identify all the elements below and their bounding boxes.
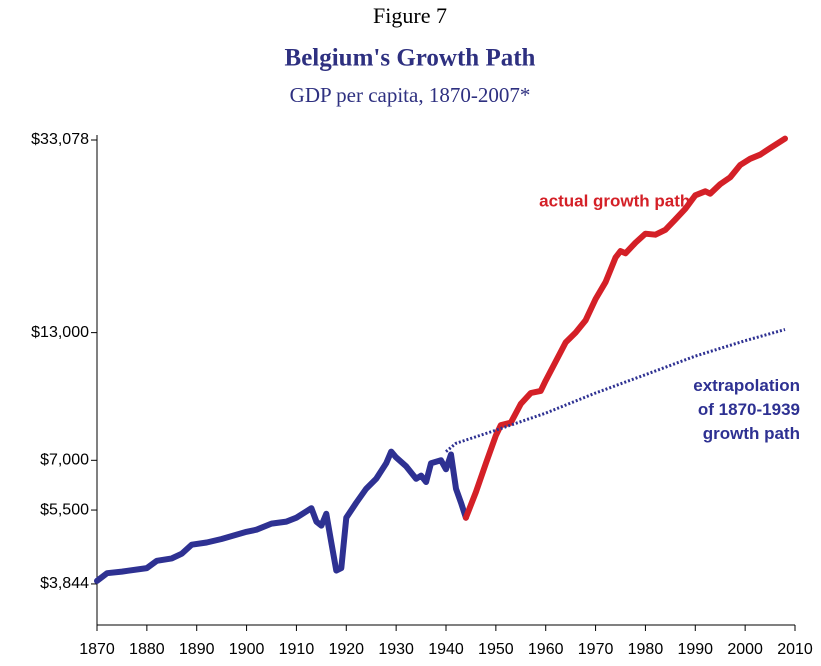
line [94, 448, 469, 584]
x-tick-label: 1880 [129, 641, 165, 658]
annotation: actual growth path [539, 191, 690, 210]
y-tick-label: $7,000 [40, 452, 89, 469]
x-tick-label: 1980 [628, 641, 664, 658]
y-tick-label: $33,078 [31, 131, 89, 148]
extrapolation-line [445, 328, 786, 453]
annotation: extrapolation [693, 376, 800, 395]
x-tick-label: 1930 [378, 641, 414, 658]
y-tick-label: $3,844 [40, 575, 89, 592]
line [462, 135, 788, 521]
chart-subtitle: GDP per capita, 1870-2007* [290, 83, 531, 107]
annotation: of 1870-1939 [698, 400, 800, 419]
chart-title: Belgium's Growth Path [285, 45, 536, 72]
x-tick-label: 1950 [478, 641, 514, 658]
x-tick-label: 1940 [428, 641, 464, 658]
x-tick-label: 2000 [727, 641, 763, 658]
x-tick-label: 1970 [578, 641, 614, 658]
x-tick-label: 1990 [677, 641, 713, 658]
x-tick-label: 2010 [777, 641, 813, 658]
x-tick-label: 1960 [528, 641, 564, 658]
x-tick-label: 1900 [229, 641, 265, 658]
y-tick-label: $5,500 [40, 501, 89, 518]
annotation: growth path [703, 424, 800, 443]
x-tick-label: 1890 [179, 641, 215, 658]
x-tick-label: 1920 [328, 641, 364, 658]
y-tick-label: $13,000 [31, 324, 89, 341]
figure-label: Figure 7 [373, 3, 447, 28]
x-tick-label: 1870 [79, 641, 115, 658]
x-tick-label: 1910 [279, 641, 315, 658]
